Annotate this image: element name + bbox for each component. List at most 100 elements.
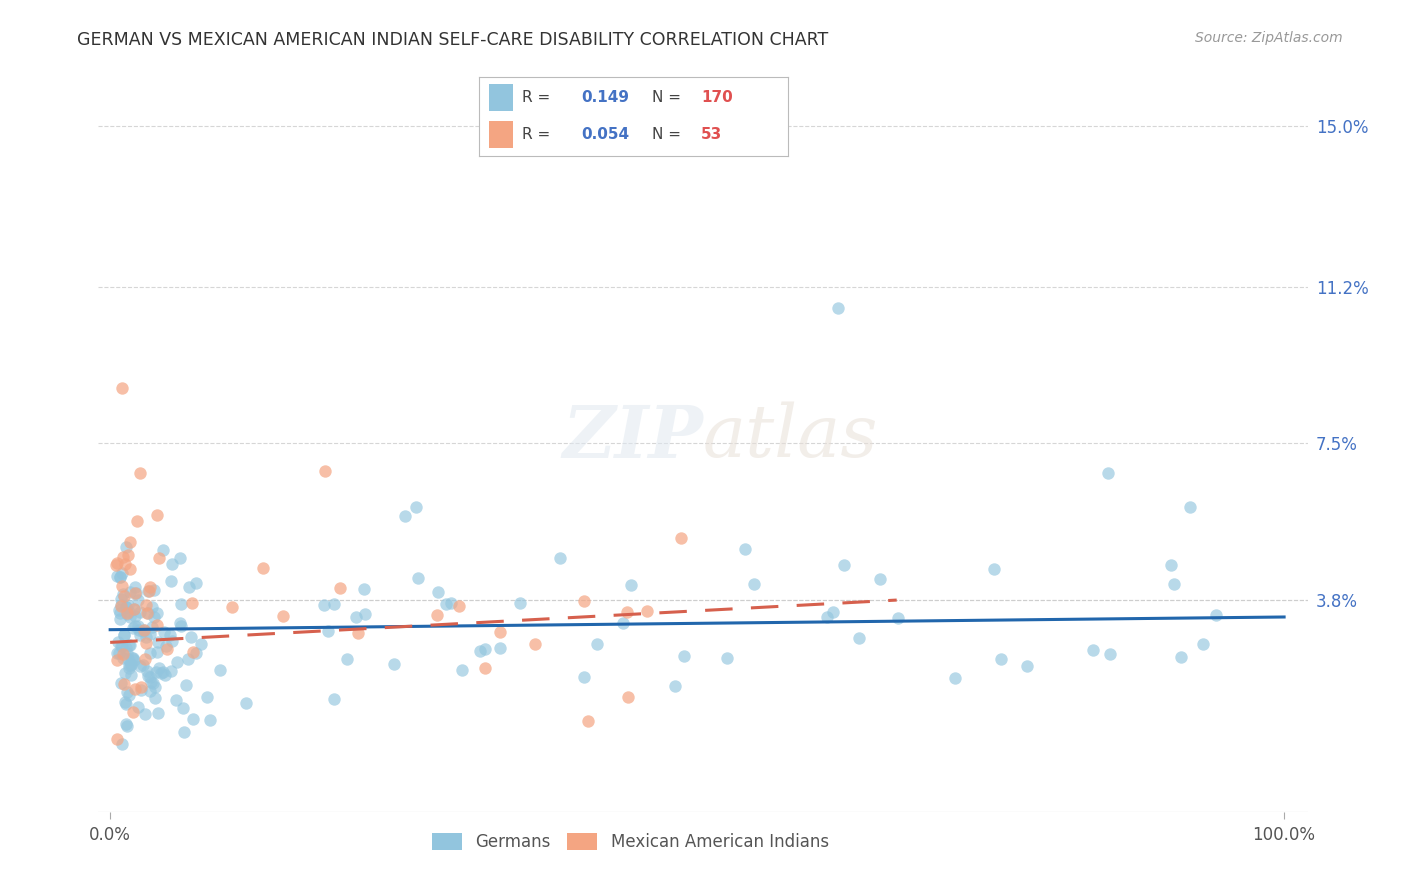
Germans <box>110 592 132 607</box>
Germans <box>1163 577 1185 591</box>
Mexican American Indians <box>111 550 134 565</box>
Germans <box>354 607 377 622</box>
Mexican American Indians <box>134 652 156 666</box>
Germans <box>122 602 145 616</box>
Mexican American Indians <box>135 635 157 649</box>
Mexican American Indians <box>489 624 512 639</box>
Germans <box>451 663 474 677</box>
Germans <box>118 638 141 652</box>
Germans <box>1097 466 1119 480</box>
Germans <box>160 557 183 571</box>
Germans <box>990 652 1012 666</box>
Germans <box>136 606 159 620</box>
Germans <box>143 681 166 695</box>
Text: atlas: atlas <box>703 401 879 473</box>
Germans <box>110 612 132 626</box>
Germans <box>384 657 406 672</box>
Germans <box>114 641 136 656</box>
Germans <box>173 725 195 739</box>
Germans <box>110 570 132 584</box>
Germans <box>823 605 845 619</box>
Germans <box>550 550 572 565</box>
Germans <box>135 664 157 678</box>
Mexican American Indians <box>636 604 658 618</box>
Germans <box>180 630 202 644</box>
Germans <box>139 675 162 690</box>
Germans <box>169 551 191 566</box>
Germans <box>124 580 146 594</box>
Germans <box>172 701 194 715</box>
Germans <box>198 713 221 727</box>
Germans <box>118 638 141 652</box>
Germans <box>439 596 461 610</box>
Mexican American Indians <box>617 690 640 705</box>
Germans <box>132 624 155 639</box>
Germans <box>110 639 132 653</box>
Mexican American Indians <box>122 602 145 616</box>
Mexican American Indians <box>139 581 162 595</box>
Germans <box>108 646 131 660</box>
Germans <box>734 541 756 556</box>
Germans <box>112 587 135 601</box>
Germans <box>118 657 141 672</box>
Germans <box>208 663 231 677</box>
Germans <box>107 635 129 649</box>
Mexican American Indians <box>273 609 295 624</box>
Mexican American Indians <box>112 676 135 690</box>
Germans <box>1192 637 1215 651</box>
Mexican American Indians <box>114 557 136 571</box>
Germans <box>139 684 162 698</box>
Germans <box>125 586 148 600</box>
Germans <box>586 637 609 651</box>
Germans <box>322 597 344 611</box>
Germans <box>120 657 142 671</box>
Germans <box>179 580 201 594</box>
Germans <box>159 628 181 642</box>
Germans <box>127 619 149 633</box>
Germans <box>235 696 257 710</box>
Germans <box>394 509 416 524</box>
Germans <box>169 615 191 630</box>
Mexican American Indians <box>576 714 599 729</box>
Germans <box>127 592 149 607</box>
Germans <box>406 570 429 584</box>
Germans <box>128 658 150 673</box>
Germans <box>139 626 162 640</box>
Germans <box>869 572 891 586</box>
Legend: Germans, Mexican American Indians: Germans, Mexican American Indians <box>426 826 835 857</box>
Germans <box>141 599 163 614</box>
Text: GERMAN VS MEXICAN AMERICAN INDIAN SELF-CARE DISABILITY CORRELATION CHART: GERMAN VS MEXICAN AMERICAN INDIAN SELF-C… <box>77 31 828 49</box>
Germans <box>160 574 183 588</box>
Mexican American Indians <box>111 647 134 661</box>
Germans <box>138 646 160 660</box>
Germans <box>509 596 531 610</box>
Germans <box>1098 648 1121 662</box>
Germans <box>114 666 136 681</box>
Germans <box>489 641 512 656</box>
Mexican American Indians <box>523 637 546 651</box>
Germans <box>165 693 187 707</box>
Mexican American Indians <box>128 466 150 480</box>
Mexican American Indians <box>329 581 352 595</box>
Germans <box>322 692 344 706</box>
Germans <box>170 618 193 632</box>
Germans <box>146 606 169 620</box>
Germans <box>620 578 643 592</box>
Mexican American Indians <box>110 599 132 613</box>
Mexican American Indians <box>134 623 156 637</box>
Germans <box>1180 500 1202 514</box>
Mexican American Indians <box>616 605 638 619</box>
Germans <box>139 670 162 684</box>
Mexican American Indians <box>146 508 169 523</box>
Mexican American Indians <box>120 534 142 549</box>
Germans <box>108 606 131 620</box>
Germans <box>434 597 457 611</box>
Germans <box>155 668 177 682</box>
Mexican American Indians <box>314 464 336 478</box>
Germans <box>124 619 146 633</box>
Germans <box>427 585 450 599</box>
Germans <box>128 623 150 637</box>
Germans <box>111 737 134 751</box>
Germans <box>115 600 138 615</box>
Germans <box>146 645 169 659</box>
